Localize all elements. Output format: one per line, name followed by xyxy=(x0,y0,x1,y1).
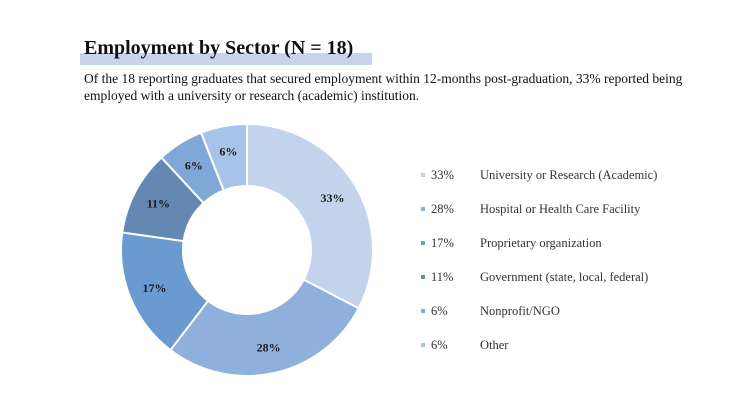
legend-label: Government (state, local, federal) xyxy=(480,270,649,284)
legend-item: 6% Other xyxy=(421,336,721,356)
legend-item: 17% Proprietary organization xyxy=(421,234,721,254)
legend-item: 6% Nonprofit/NGO xyxy=(421,302,721,322)
legend-percent: 11% xyxy=(431,270,454,284)
legend-label: University or Research (Academic) xyxy=(480,168,658,182)
legend-swatch xyxy=(421,241,425,245)
slice-data-label: 6% xyxy=(185,158,203,172)
donut-slice-labels: 33% 28% 17% 11% 6% 6% xyxy=(143,145,345,355)
legend-percent: 17% xyxy=(431,236,454,250)
chart-subtitle: Of the 18 reporting graduates that secur… xyxy=(84,71,683,103)
donut-slices xyxy=(120,122,374,377)
slice-data-label: 11% xyxy=(147,197,170,211)
legend-item: 33% University or Research (Academic) xyxy=(421,166,721,186)
legend-swatch xyxy=(421,173,425,177)
chart-legend: 33% University or Research (Academic) 28% H… xyxy=(421,166,721,370)
donut-slice xyxy=(169,278,360,377)
slice-data-label: 33% xyxy=(321,191,345,205)
slice-data-label: 6% xyxy=(219,145,237,159)
legend-label: Nonprofit/NGO xyxy=(480,304,560,318)
legend-swatch xyxy=(421,343,425,347)
legend-item: 28% Hospital or Health Care Facility xyxy=(421,200,721,220)
legend-label: Other xyxy=(480,338,509,352)
legend-swatch xyxy=(421,207,425,211)
legend-item: 11% Government (state, local, federal) xyxy=(421,268,721,288)
legend-percent: 33% xyxy=(431,168,454,182)
legend-label: Hospital or Health Care Facility xyxy=(480,202,641,216)
legend-percent: 6% xyxy=(431,338,448,352)
slice-data-label: 28% xyxy=(257,341,281,355)
legend-percent: 6% xyxy=(431,304,448,318)
donut-slice xyxy=(199,122,248,192)
legend-swatch xyxy=(421,275,425,279)
title-highlight xyxy=(80,53,372,65)
slice-data-label: 17% xyxy=(143,281,167,295)
donut-slice xyxy=(246,122,374,310)
legend-percent: 28% xyxy=(431,202,454,216)
chart-title: Employment by Sector (N = 18) xyxy=(84,37,354,59)
legend-swatch xyxy=(421,309,425,313)
chart-title-block: Employment by Sector (N = 18) xyxy=(80,36,372,65)
legend-label: Proprietary organization xyxy=(480,236,602,250)
